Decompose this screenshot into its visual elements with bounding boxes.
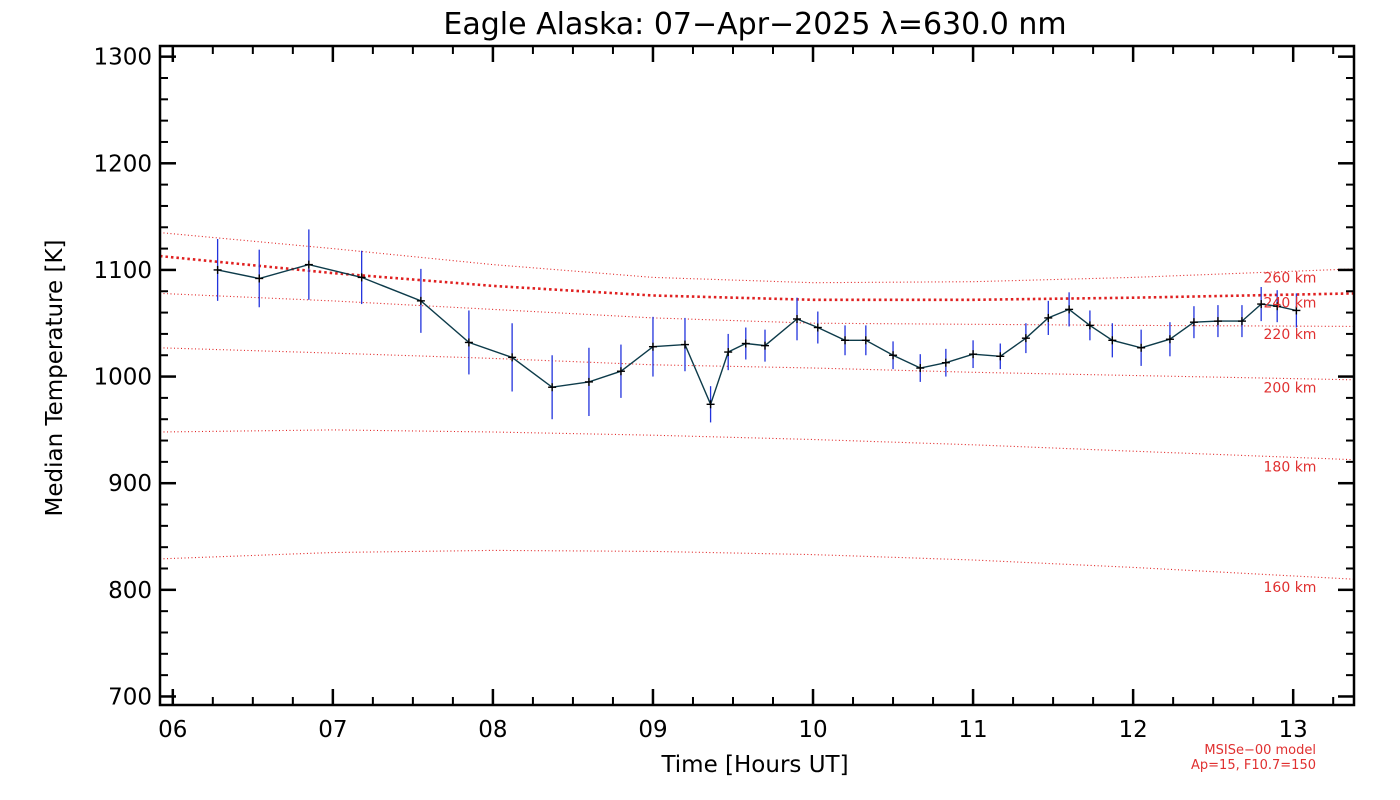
data-point-marker <box>761 341 770 350</box>
data-point-marker <box>941 358 950 367</box>
model-note-line-2: Ap=15, F10.7=150 <box>1191 758 1316 773</box>
plot-frame <box>158 44 1356 707</box>
model-curves <box>160 232 1354 580</box>
data-point-marker <box>648 342 657 351</box>
measurement-series <box>213 229 1301 423</box>
data-point-marker <box>357 273 366 282</box>
y-axis-label: Median Temperature [K] <box>42 240 68 517</box>
model-label-200km: 200 km <box>1264 381 1317 397</box>
x-tick-label: 13 <box>1279 717 1308 743</box>
data-point-marker <box>1257 300 1266 309</box>
axes: 06 07 08 09 10 11 12 13 700 800 900 1000 1100 1200 130… <box>93 44 1356 743</box>
model-label-180km: 180 km <box>1264 459 1317 475</box>
data-point-marker <box>1292 306 1301 315</box>
model-label-220km: 220 km <box>1264 327 1317 343</box>
chart-title: Eagle Alaska: 07−Apr−2025 λ=630.0 nm <box>443 7 1066 42</box>
data-point-marker <box>969 350 978 359</box>
data-point-marker <box>255 274 264 283</box>
data-point-marker <box>1165 335 1174 344</box>
data-point-marker <box>813 323 822 332</box>
y-tick-label: 700 <box>108 684 152 710</box>
data-point-marker <box>1044 313 1053 322</box>
x-tick-label: 10 <box>798 717 827 743</box>
y-tick-label: 800 <box>108 578 152 604</box>
data-point-marker <box>724 348 733 357</box>
data-point-marker <box>1137 343 1146 352</box>
model-curve-220km <box>160 347 1354 381</box>
data-point-marker <box>841 336 850 345</box>
data-point-marker <box>584 377 593 386</box>
model-curve-260km <box>160 232 1354 284</box>
model-labels: 260 km 240 km 220 km 200 km 180 km 160 km <box>1264 271 1317 596</box>
x-tick-label: 12 <box>1118 717 1147 743</box>
x-tick-label: 09 <box>638 717 667 743</box>
data-point-marker <box>1237 317 1246 326</box>
data-point-marker <box>889 351 898 360</box>
data-point-marker <box>1085 321 1094 330</box>
model-curve-200km <box>160 429 1354 461</box>
model-curve-180km <box>160 549 1354 580</box>
y-tick-label: 1000 <box>93 365 152 391</box>
model-note-line-1: MSISe−00 model <box>1204 743 1316 758</box>
y-tick-label: 1300 <box>93 45 152 71</box>
y-tick-label: 1100 <box>93 258 152 284</box>
data-point-marker <box>304 260 313 269</box>
measurement-line <box>217 263 1297 407</box>
model-curve-250km <box>160 254 1354 302</box>
data-point-marker <box>416 296 425 305</box>
data-point-marker <box>861 336 870 345</box>
data-point-marker <box>1213 317 1222 326</box>
data-point-marker <box>1021 334 1030 343</box>
data-point-marker <box>616 367 625 376</box>
data-point-marker <box>996 352 1005 361</box>
model-label-260km: 260 km <box>1264 271 1317 287</box>
data-point-marker <box>1189 318 1198 327</box>
x-tick-label: 11 <box>958 717 987 743</box>
data-point-marker <box>213 265 222 274</box>
model-label-240km: 240 km <box>1264 295 1317 311</box>
data-point-marker <box>916 364 925 373</box>
data-point-marker <box>1065 305 1074 314</box>
model-curve-240km <box>160 292 1354 327</box>
x-tick-label: 07 <box>318 717 347 743</box>
data-point-marker <box>1108 336 1117 345</box>
model-label-160km: 160 km <box>1264 580 1317 596</box>
data-point-marker <box>706 400 715 409</box>
x-axis-label: Time [Hours UT] <box>660 752 848 778</box>
data-point-marker <box>508 353 517 362</box>
data-point-marker <box>548 383 557 392</box>
x-tick-label: 06 <box>158 717 187 743</box>
x-tick-label: 08 <box>478 717 507 743</box>
y-tick-label: 1200 <box>93 151 152 177</box>
data-point-marker <box>741 339 750 348</box>
data-point-marker <box>1273 302 1282 311</box>
data-point-marker <box>680 340 689 349</box>
data-point-marker <box>793 314 802 323</box>
data-point-marker <box>464 338 473 347</box>
y-tick-label: 900 <box>108 471 152 497</box>
